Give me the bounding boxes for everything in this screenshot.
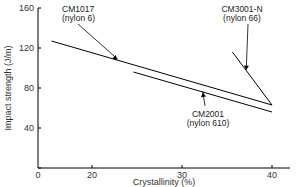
x-axis-line xyxy=(38,168,290,169)
y-tick-label: 80 xyxy=(24,83,34,93)
x-tick xyxy=(272,165,273,168)
x-tick xyxy=(182,165,183,168)
y-tick xyxy=(38,128,41,129)
y-tick-label: 160 xyxy=(19,3,34,13)
annotation-leader xyxy=(78,24,118,59)
y-tick-label: 120 xyxy=(19,43,34,53)
annotation-arrow xyxy=(200,92,206,97)
y-tick xyxy=(38,168,41,169)
chart-svg: 04080120160203040Crystallinity (%)Impact… xyxy=(0,0,300,187)
x-tick-label: 40 xyxy=(267,170,277,180)
annotation-leader xyxy=(246,24,248,70)
x-axis-title: Crystallinity (%) xyxy=(133,177,196,187)
series-label: CM3001-N(nylon 66) xyxy=(221,4,262,23)
y-axis-title: Impact strength (J/m) xyxy=(3,45,13,130)
y-tick xyxy=(38,48,41,49)
y-tick xyxy=(38,88,41,89)
annotation-arrow xyxy=(244,65,249,70)
chart-container: 04080120160203040Crystallinity (%)Impact… xyxy=(0,0,300,187)
series-label: CM2001(nylon 610) xyxy=(187,109,230,128)
series-label: CM1017(nylon 6) xyxy=(62,4,95,23)
x-tick xyxy=(92,165,93,168)
y-tick-label: 0 xyxy=(35,170,40,180)
series-line xyxy=(52,41,273,105)
plot-area xyxy=(52,41,273,112)
x-tick-label: 20 xyxy=(87,170,97,180)
y-tick xyxy=(38,8,41,9)
y-tick-label: 40 xyxy=(24,123,34,133)
series-line xyxy=(232,52,272,105)
annotation-arrow xyxy=(112,55,119,62)
